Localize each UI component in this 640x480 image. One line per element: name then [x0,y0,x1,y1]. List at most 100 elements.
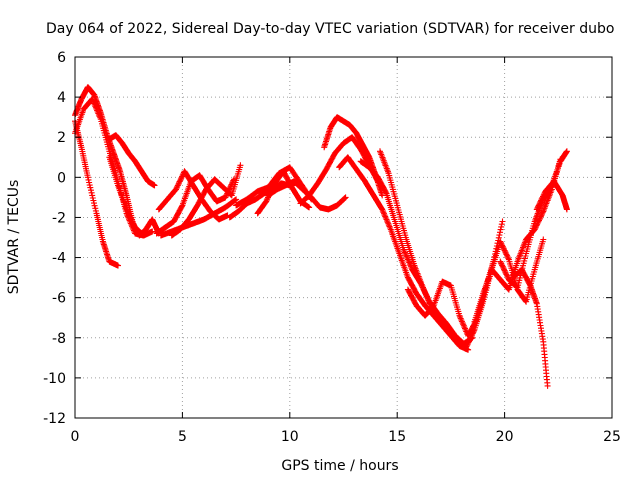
data-point-marker [497,226,504,233]
data-point-marker [466,338,472,345]
data-point-marker [96,113,103,120]
y-tick-label: -8 [52,331,66,347]
data-point-marker [403,252,410,259]
data-point-marker [232,197,239,203]
data-point-marker [174,183,181,190]
data-point-marker [174,182,181,189]
x-tick-label: 0 [71,429,80,445]
data-point-marker [501,266,507,273]
data-point-marker [458,317,465,323]
data-point-marker [499,263,506,270]
data-point-marker [469,331,476,338]
data-point-marker [94,107,101,114]
x-axis-ticks: 0 5 10 15 20 25 [71,57,621,445]
satellite-track-13 [265,178,349,213]
data-point-marker [496,232,503,239]
data-point-marker [466,337,473,344]
data-point-marker [505,255,512,262]
data-point-marker [424,296,431,303]
data-point-marker [504,274,511,280]
x-tick-label: 10 [281,429,299,445]
data-point-marker [468,333,475,340]
data-point-marker [179,173,186,180]
data-point-marker [563,148,570,155]
data-point-marker [504,272,511,279]
data-point-marker [462,325,468,332]
satellite-track-09 [168,162,244,239]
data-point-marker [499,262,506,269]
data-point-marker [94,109,101,115]
data-point-marker [177,176,184,183]
data-point-marker [128,216,135,223]
y-tick-label: 6 [57,50,66,66]
data-point-marker [91,202,98,209]
data-point-marker [467,335,474,342]
data-point-marker [125,210,132,217]
data-point-marker [129,218,136,224]
data-point-marker [502,250,509,257]
data-point-marker [457,315,464,322]
data-point-marker [92,103,99,110]
data-point-marker [563,206,570,213]
y-tick-label: -10 [43,371,66,387]
data-point-marker [462,344,469,351]
data-point-marker [130,220,137,227]
data-point-marker [422,290,429,297]
data-point-marker [306,204,313,211]
data-point-marker [498,221,505,228]
data-point-marker [498,241,505,248]
satellite-track-18 [377,148,461,345]
satellite-track-20 [462,236,547,351]
y-tick-label: 4 [57,90,66,106]
data-point-marker [536,216,543,223]
data-point-marker [84,174,91,181]
data-point-marker [130,221,137,228]
data-point-marker [126,211,132,218]
plot-frame [74,56,613,419]
data-point-marker [541,191,548,197]
data-point-marker [237,162,244,169]
y-tick-label: -6 [52,291,66,307]
data-point-marker [222,194,229,201]
data-point-marker [497,229,503,236]
data-point-marker [536,200,543,206]
data-point-marker [115,262,121,269]
plot-points [72,84,570,389]
data-point-marker [533,206,540,213]
data-point-marker [91,100,97,107]
data-point-marker [382,189,389,196]
data-point-marker [500,265,507,271]
y-axis-label: SDTVAR / TECUs [6,180,22,295]
data-point-marker [90,197,97,204]
data-point-marker [502,248,509,255]
data-point-marker [178,203,185,210]
data-point-marker [385,222,392,229]
data-point-marker [229,180,236,187]
data-point-marker [95,111,102,118]
data-point-marker [91,200,97,207]
data-point-marker [342,194,349,201]
data-point-marker [536,217,542,224]
data-point-marker [499,218,506,225]
data-point-marker [405,258,412,264]
data-point-marker [463,343,470,350]
satellite-track-08 [155,168,231,223]
data-point-marker [403,253,410,260]
data-point-marker [342,195,348,201]
data-point-marker [424,294,431,301]
x-tick-label: 25 [603,429,621,445]
data-point-marker [426,299,433,305]
data-point-marker [470,328,477,334]
data-point-marker [124,209,131,215]
satellite-track-04 [106,132,158,189]
data-point-marker [401,249,408,256]
satellite-track-05 [106,154,156,239]
data-point-marker [92,205,99,212]
data-point-marker [456,312,463,319]
data-point-marker [423,291,429,298]
data-point-marker [503,251,510,258]
data-point-marker [460,321,467,328]
y-axis-ticks: -12 -10 -8 -6 -4 -2 0 2 4 6 [43,50,612,427]
data-point-marker [459,319,466,326]
